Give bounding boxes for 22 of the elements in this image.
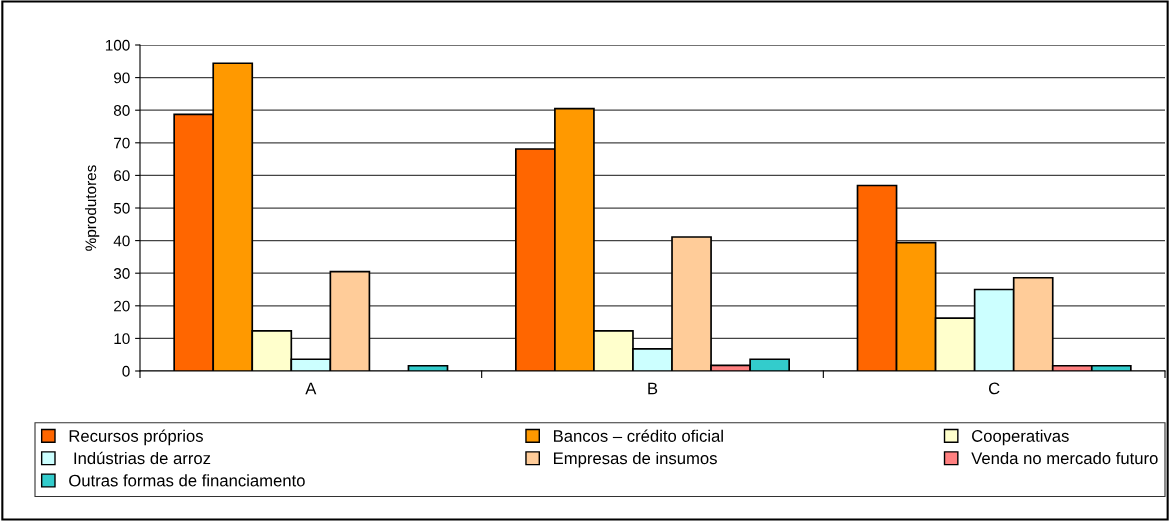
legend-label: Venda no mercado futuro xyxy=(971,451,1158,465)
y-tick-label: 70 xyxy=(114,137,130,149)
y-tick-label: 60 xyxy=(114,170,130,182)
y-tick-label: 80 xyxy=(113,105,130,116)
y-axis-title: %produtores xyxy=(84,165,100,251)
y-tick-label: 40 xyxy=(113,235,130,247)
y-tick-label: 20 xyxy=(114,300,130,312)
y-tick-label: 30 xyxy=(113,268,130,279)
y-tick-label: 100 xyxy=(105,39,130,51)
x-tick-label: B xyxy=(648,382,658,395)
legend-label: Cooperativas xyxy=(972,429,1069,446)
y-tick-label: 90 xyxy=(114,72,130,84)
legend-label: Recursos próprios xyxy=(69,429,203,446)
y-tick-label: 0 xyxy=(122,365,130,377)
legend-label: Empresas de insumos xyxy=(554,451,717,468)
legend-label: Bancos – crédito oficial xyxy=(554,429,723,442)
x-tick-label: C xyxy=(988,382,1000,395)
y-tick-label: 50 xyxy=(113,202,130,214)
x-tick-label: A xyxy=(305,382,317,395)
y-tick-label: 10 xyxy=(114,333,130,345)
legend-label: Indústrias de arroz xyxy=(74,451,211,465)
legend-label: Outras formas de financiamento xyxy=(69,474,305,487)
